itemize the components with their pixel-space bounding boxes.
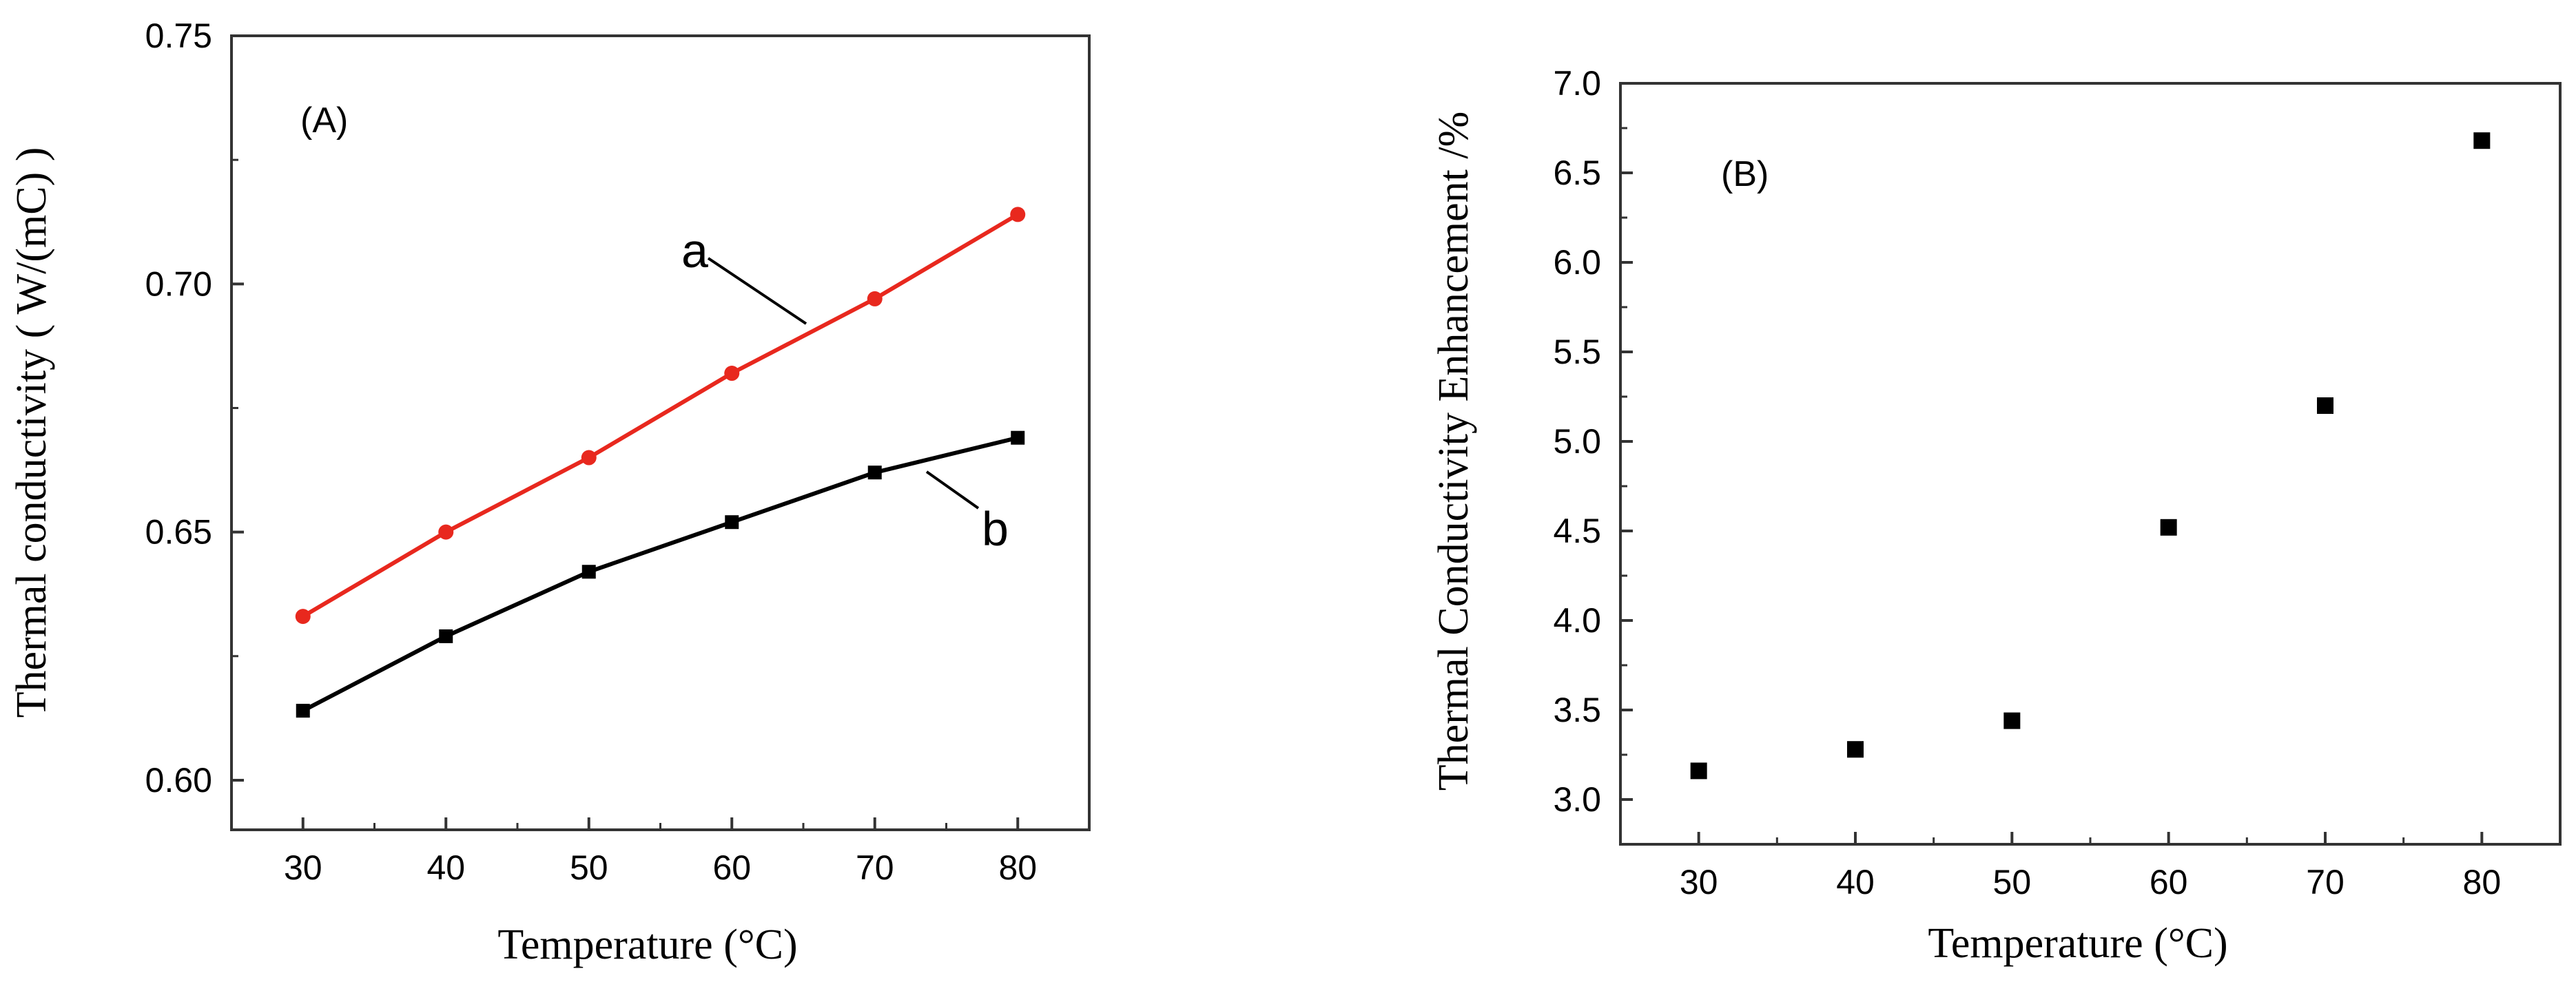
chart-a-point (296, 704, 310, 718)
chart-b: 30 40 50 60 70 803.03.54.04.55.05.56.06.57.0 … (1430, 64, 2562, 967)
chart-b-xtick-label: 50 (1993, 863, 2032, 901)
chart-a-panel-label: (A) (300, 101, 348, 140)
chart-a-ytick-label: 0.65 (145, 513, 212, 552)
chart-b-ytick-label: 4.0 (1553, 601, 1601, 640)
chart-a-ylabel: Thermal conductivity ( W/(mC) ) (8, 147, 55, 718)
chart-b-ytick-label: 7.0 (1553, 64, 1601, 103)
chart-b-xtick-label: 40 (1836, 863, 1875, 901)
chart-b-panel-label: (B) (1721, 154, 1769, 194)
chart-b-ytick-label: 3.0 (1553, 780, 1601, 819)
chart-a-series (295, 207, 1026, 718)
chart-b-plot-frame (1619, 82, 2562, 846)
chart-a-point (724, 366, 740, 382)
chart-b-ytick-label: 5.0 (1553, 422, 1601, 461)
chart-a-point (867, 466, 882, 480)
chart-a-series-label-b: b (982, 502, 1009, 556)
chart-b-ytick-label: 6.5 (1553, 154, 1601, 192)
chart-a-xlabel: Temperature (°C) (497, 921, 797, 968)
chart-a-point (867, 291, 883, 306)
chart-b-point (1690, 762, 1707, 780)
chart-a-point (581, 450, 597, 466)
chart-a-ytick-label: 0.60 (145, 761, 212, 800)
chart-a: 30 40 50 60 70 80 0.60 0.65 0.70 0.75 (A) Tempera… (8, 17, 1091, 968)
chart-a-xtick-label: 70 (856, 848, 894, 887)
chart-b-xlabel: Temperature (°C) (1928, 920, 2227, 967)
chart-a-ytick-label: 0.75 (145, 17, 212, 55)
chart-a-ytick-label: 0.70 (145, 264, 212, 303)
chart-a-plot-frame (230, 34, 1091, 831)
chart-b-point (2473, 132, 2491, 149)
chart-a-series-line-b (302, 435, 1018, 713)
chart-a-series-label-a-leader (707, 257, 807, 325)
chart-a-xtick-label: 60 (712, 848, 751, 887)
chart-a-xtick-label: 40 (426, 848, 465, 887)
chart-b-xtick-label: 30 (1680, 863, 1718, 901)
chart-a-point (581, 565, 596, 579)
chart-a-xtick-label: 30 (284, 848, 322, 887)
chart-a-ticks: 30 40 50 60 70 80 0.60 0.65 0.70 0.75 (145, 17, 1037, 887)
chart-b-point (1847, 741, 1864, 758)
chart-a-series-label-a: a (681, 224, 708, 278)
chart-b-ylabel: Thermal Conductivity Enhancement /% (1430, 112, 1477, 791)
chart-a-series-label-b-leader (925, 470, 980, 510)
chart-b-series (1690, 132, 2491, 780)
chart-b-point (2317, 397, 2333, 414)
chart-a-point (725, 515, 739, 530)
chart-b-ytick-label: 6.0 (1553, 243, 1601, 282)
chart-a-point (1011, 430, 1025, 445)
chart-b-ytick-label: 4.5 (1553, 512, 1601, 550)
chart-b-ytick-label: 3.5 (1553, 691, 1601, 729)
chart-b-ytick-label: 5.5 (1553, 333, 1601, 371)
chart-a-point (438, 524, 454, 540)
chart-b-point (2003, 712, 2021, 729)
chart-a-series-line-a (302, 212, 1019, 618)
chart-b-ticks: 30 40 50 60 70 80 3.0 3.5 4.0 4.5 5.0 5.5 6.0 6.5 7.0 (1553, 64, 2501, 901)
chart-b-xtick-label: 60 (2150, 863, 2188, 901)
chart-a-point (295, 609, 311, 625)
chart-a-point (1010, 207, 1026, 222)
chart-b-point (2160, 519, 2177, 536)
chart-a-xtick-label: 80 (998, 848, 1037, 887)
chart-a-xtick-label: 50 (570, 848, 608, 887)
chart-b-xtick-label: 80 (2463, 863, 2502, 901)
chart-b-xtick-label: 70 (2306, 863, 2345, 901)
chart-a-point (439, 629, 453, 643)
